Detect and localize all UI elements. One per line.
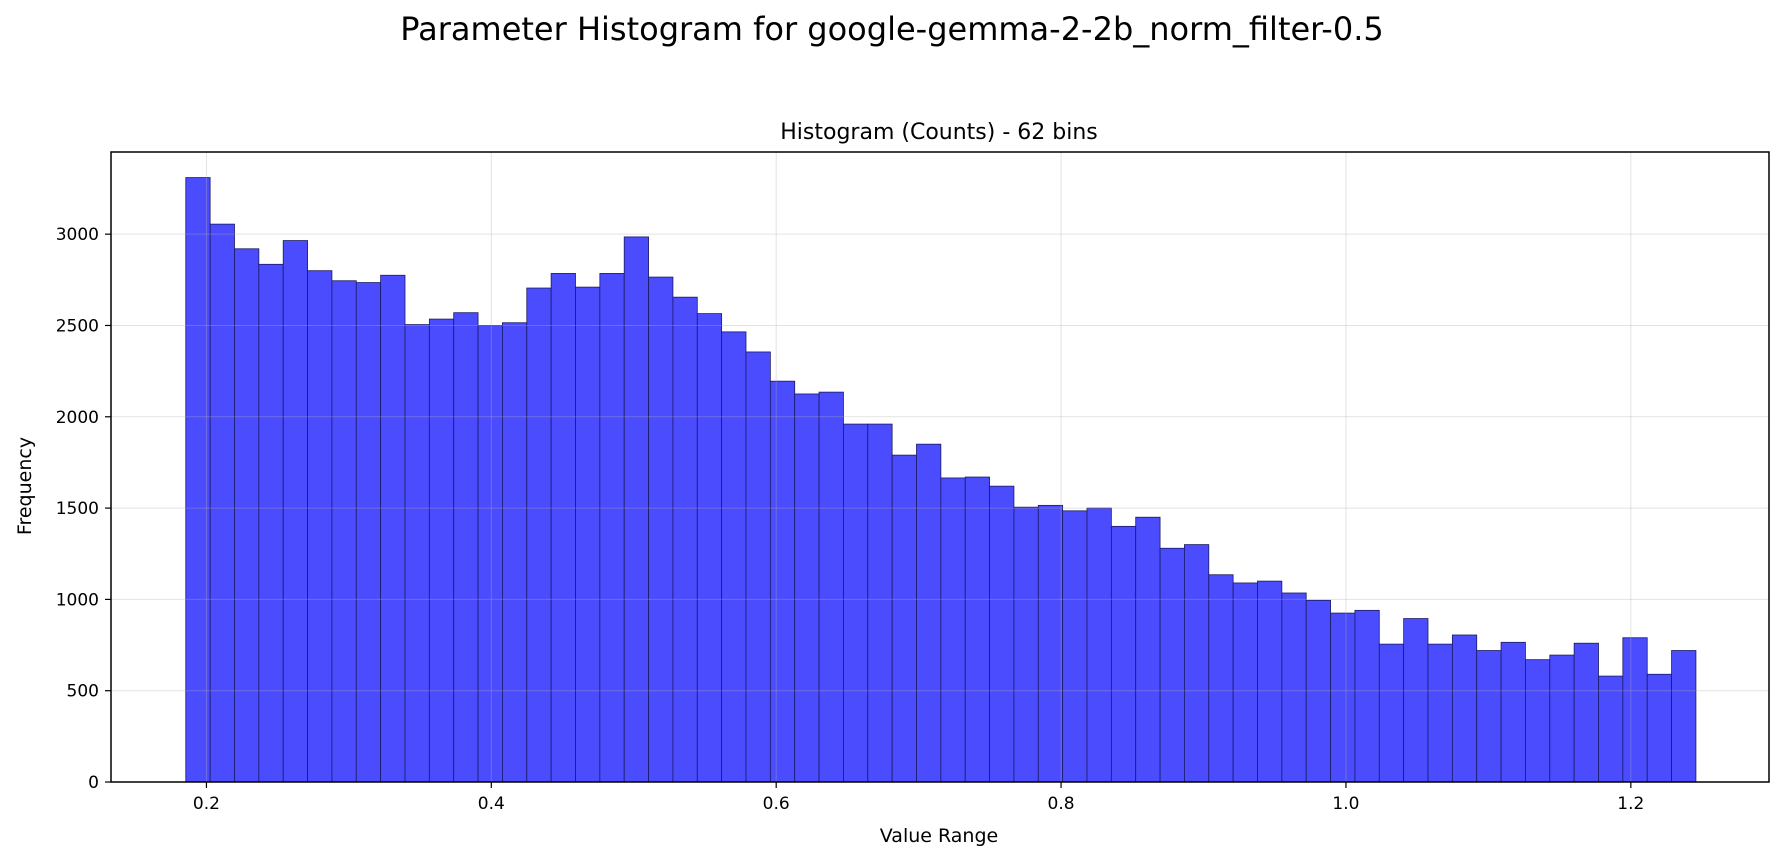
histogram-bar: [331, 280, 357, 783]
histogram-bar: [1135, 516, 1161, 783]
y-axis-label: Frequency: [14, 437, 36, 535]
x-tick-label: 0.6: [763, 794, 790, 814]
histogram-bar: [1159, 547, 1185, 783]
histogram-bar: [1378, 643, 1405, 783]
figure-title: Parameter Histogram for google-gemma-2-2…: [400, 10, 1383, 48]
histogram-bar: [964, 476, 990, 783]
histogram-bar: [1476, 650, 1502, 783]
x-axis-label: Value Range: [880, 825, 998, 847]
histogram-bar: [1037, 504, 1064, 783]
histogram-bar: [1184, 544, 1210, 783]
histogram-bar: [1622, 637, 1648, 783]
histogram-bar: [282, 240, 308, 783]
axis-ticks: 0.2 0.4 0.6 0.8 1.0 1.2 0 500 1000 1500 2000 2500 30…: [56, 225, 1645, 814]
histogram-bar: [891, 454, 917, 783]
histogram-bar: [1330, 612, 1356, 783]
x-tick-label: 1.2: [1617, 794, 1644, 814]
y-tick-label: 500: [67, 682, 99, 702]
histogram-bar: [1013, 506, 1039, 783]
histogram-bar: [355, 282, 382, 783]
histogram-bar: [404, 324, 430, 783]
histogram-bar: [1403, 618, 1429, 783]
histogram-bar: [1525, 659, 1551, 783]
histogram-bar: [1671, 650, 1697, 783]
y-tick-label: 0: [88, 773, 99, 793]
histogram-bar: [672, 296, 698, 783]
histogram-bar: [648, 276, 674, 783]
histogram-bar: [1500, 641, 1526, 783]
histogram-bar: [477, 325, 503, 783]
histogram-bar: [769, 380, 796, 783]
histogram-bar: [1281, 592, 1307, 783]
x-tick-label: 1.0: [1332, 794, 1359, 814]
histogram-bar: [916, 443, 942, 783]
histogram-bar: [1305, 599, 1331, 783]
histogram-bar: [623, 236, 649, 783]
histogram-bar: [1549, 654, 1575, 783]
histogram-bar: [940, 477, 966, 783]
histogram-bar: [989, 485, 1015, 783]
histogram-bar: [1257, 580, 1283, 783]
grid-lines: [111, 152, 1769, 783]
histogram-bar: [428, 318, 455, 783]
histogram-bar: [258, 263, 284, 783]
x-tick-label: 0.2: [193, 794, 220, 814]
histogram-bar: [1110, 525, 1137, 783]
histogram-bar: [1573, 642, 1599, 783]
histogram-bar: [818, 391, 844, 783]
y-tick-label: 1500: [56, 499, 99, 519]
histogram-bar: [185, 177, 211, 783]
histogram-bars: [185, 177, 1697, 783]
histogram-bar: [550, 273, 576, 783]
histogram-bar: [1427, 643, 1453, 783]
histogram-bar: [696, 313, 723, 783]
histogram-bar: [307, 270, 333, 783]
histogram-bar: [575, 286, 601, 783]
histogram-bar: [453, 312, 479, 783]
histogram-bar: [1062, 510, 1088, 783]
histogram-bar: [209, 223, 235, 783]
x-tick-label: 0.8: [1048, 794, 1075, 814]
histogram-bar: [526, 287, 552, 783]
histogram-bar: [1208, 574, 1234, 783]
histogram-bar: [1451, 634, 1478, 783]
y-tick-label: 1000: [56, 590, 99, 610]
histogram-bar: [1086, 507, 1112, 783]
histogram-bar: [721, 331, 747, 783]
y-tick-label: 2500: [56, 316, 99, 336]
histogram-bar: [867, 423, 893, 783]
histogram-bar: [234, 248, 260, 783]
histogram-bar: [1232, 582, 1258, 783]
histogram-bar: [502, 322, 528, 783]
chart-title: Histogram (Counts) - 62 bins: [780, 120, 1097, 145]
histogram-bar: [599, 273, 625, 783]
histogram-bar: [1354, 609, 1380, 783]
histogram-bar: [843, 423, 869, 783]
y-tick-label: 3000: [56, 225, 99, 245]
y-tick-label: 2000: [56, 408, 99, 428]
histogram-bar: [1598, 675, 1624, 783]
histogram-bar: [380, 274, 406, 783]
histogram-bar: [745, 351, 771, 783]
histogram-bar: [794, 393, 820, 783]
plot-frame: [110, 151, 1770, 783]
x-tick-label: 0.4: [478, 794, 505, 814]
